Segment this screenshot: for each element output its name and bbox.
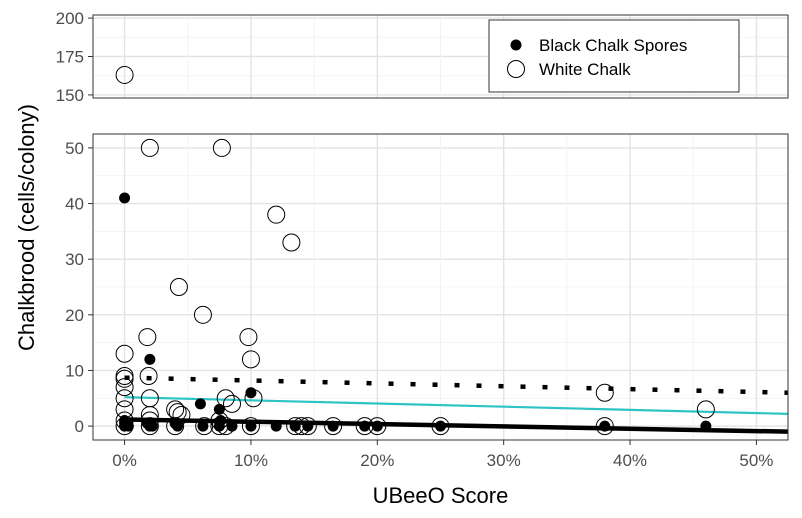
y-axis-title: Chalkbrood (cells/colony) bbox=[14, 104, 39, 351]
legend-key-black-chalk bbox=[510, 39, 522, 51]
legend-box bbox=[488, 19, 740, 93]
lower-panel-y-ticks: 0 10 20 30 40 50 bbox=[65, 139, 93, 436]
point-white-chalk bbox=[696, 400, 715, 419]
y-tick-label: 0 bbox=[75, 417, 84, 436]
point-white-chalk bbox=[286, 417, 305, 436]
trend-line-dotted bbox=[124, 375, 789, 395]
x-axis-title: UBeeO Score bbox=[373, 483, 509, 508]
lower-panel-border bbox=[92, 133, 789, 441]
x-tick-label: 40% bbox=[613, 451, 647, 470]
point-black-chalk bbox=[245, 420, 257, 432]
point-white-chalk bbox=[239, 328, 258, 347]
y-tick-label: 10 bbox=[65, 361, 84, 380]
point-white-chalk bbox=[431, 417, 450, 436]
point-black-chalk bbox=[144, 353, 156, 365]
point-black-chalk bbox=[359, 420, 371, 432]
point-white-chalk bbox=[115, 417, 134, 436]
point-white-chalk bbox=[210, 411, 229, 430]
point-black-chalk bbox=[327, 420, 339, 432]
point-black-chalk bbox=[194, 398, 206, 410]
trend-line-solid-thick bbox=[124, 417, 789, 434]
y-tick-label: 50 bbox=[65, 139, 84, 158]
point-black-chalk bbox=[119, 192, 131, 204]
point-white-chalk bbox=[140, 417, 159, 436]
lower-panel: 0 10 20 30 40 50 0% 10% 20% 30% 40% 50% bbox=[65, 133, 789, 470]
trend-lines bbox=[124, 375, 789, 434]
x-axis-ticks: 0% 10% 20% 30% 40% 50% bbox=[112, 440, 773, 470]
point-white-chalk bbox=[324, 417, 343, 436]
x-tick-label: 20% bbox=[360, 451, 394, 470]
x-tick-label: 30% bbox=[487, 451, 521, 470]
point-white-chalk bbox=[223, 394, 241, 413]
point-white-chalk bbox=[138, 328, 157, 347]
point-white-chalk bbox=[292, 417, 311, 436]
point-white-chalk bbox=[212, 138, 231, 157]
point-white-chalk bbox=[595, 417, 614, 436]
point-white-chalk bbox=[115, 65, 134, 84]
point-white-chalk bbox=[244, 389, 263, 408]
x-tick-label: 10% bbox=[234, 451, 268, 470]
point-white-chalk bbox=[115, 369, 134, 388]
y-tick-label: 30 bbox=[65, 250, 84, 269]
point-white-chalk bbox=[115, 378, 134, 397]
legend-label-white-chalk: White Chalk bbox=[539, 60, 631, 79]
point-black-chalk bbox=[599, 420, 611, 432]
point-black-chalk bbox=[289, 420, 301, 432]
point-white-chalk bbox=[115, 344, 134, 363]
point-white-chalk bbox=[166, 417, 185, 436]
x-tick-label: 50% bbox=[739, 451, 773, 470]
point-white-chalk bbox=[169, 278, 188, 296]
upper-panel-y-ticks: 150 175 200 bbox=[56, 9, 93, 105]
point-white-chalk bbox=[193, 305, 212, 324]
point-white-chalk bbox=[115, 411, 134, 430]
point-white-chalk bbox=[368, 417, 387, 436]
point-white-chalk bbox=[595, 383, 614, 402]
point-white-chalk bbox=[216, 417, 235, 436]
point-white-chalk bbox=[140, 405, 159, 424]
legend: Black Chalk Spores White Chalk bbox=[488, 19, 740, 93]
point-black-chalk bbox=[226, 420, 238, 432]
point-white-chalk bbox=[355, 417, 374, 436]
point-white-chalk bbox=[210, 417, 229, 436]
point-white-chalk bbox=[140, 138, 159, 157]
y-tick-label: 175 bbox=[56, 48, 84, 67]
point-white-chalk bbox=[172, 405, 191, 424]
point-black-chalk bbox=[270, 420, 282, 432]
lower-panel-marks bbox=[115, 138, 715, 436]
point-black-chalk bbox=[213, 420, 225, 432]
legend-key-white-chalk bbox=[507, 60, 525, 78]
y-tick-label: 40 bbox=[65, 195, 84, 214]
y-tick-label: 150 bbox=[56, 86, 84, 105]
legend-label-black-chalk: Black Chalk Spores bbox=[539, 36, 687, 55]
y-tick-label: 20 bbox=[65, 306, 84, 325]
point-black-chalk bbox=[700, 420, 712, 432]
upper-panel-marks bbox=[115, 65, 134, 84]
point-white-chalk bbox=[140, 411, 159, 430]
point-white-chalk bbox=[241, 350, 260, 369]
point-white-chalk bbox=[115, 389, 134, 408]
point-black-chalk bbox=[435, 420, 446, 432]
point-black-chalk bbox=[197, 420, 209, 432]
point-black-chalk bbox=[371, 420, 383, 432]
point-white-chalk bbox=[216, 389, 235, 408]
trend-line-solid bbox=[124, 396, 789, 415]
point-white-chalk bbox=[241, 417, 260, 436]
point-black-chalk bbox=[302, 420, 314, 432]
point-white-chalk bbox=[267, 205, 286, 224]
x-tick-label: 0% bbox=[112, 451, 137, 470]
point-white-chalk bbox=[139, 367, 158, 386]
y-tick-label: 200 bbox=[56, 9, 84, 28]
point-white-chalk bbox=[298, 417, 317, 436]
point-white-chalk bbox=[282, 233, 301, 252]
point-white-chalk bbox=[168, 403, 187, 422]
